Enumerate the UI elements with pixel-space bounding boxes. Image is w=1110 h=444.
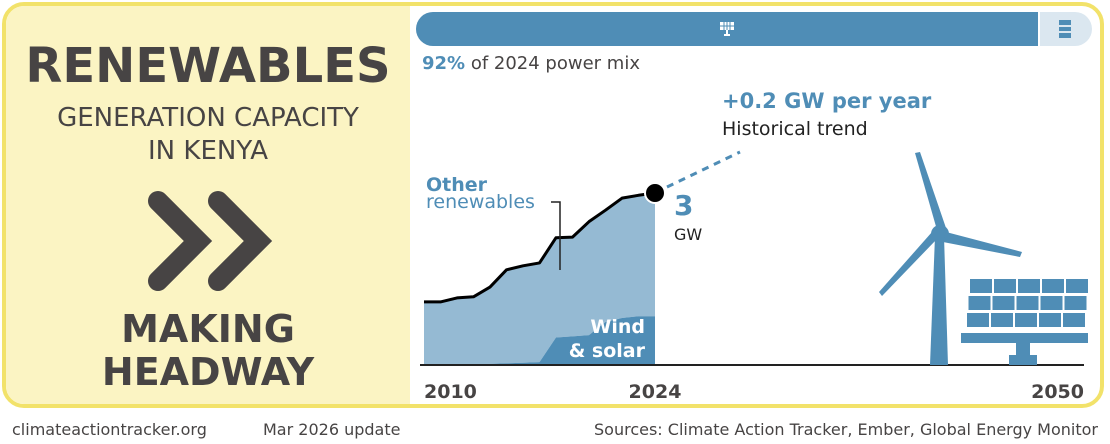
wind-turbine-icon [879, 152, 1022, 365]
power-mix-bar [416, 12, 1092, 46]
x-tick-label: 2050 [1031, 381, 1084, 403]
subtitle-line2: IN KENYA [148, 136, 268, 166]
website-link[interactable]: climateactiontracker.org [12, 420, 207, 439]
rating-label: MAKING HEADWAY [6, 308, 410, 394]
solar-panel-icon [961, 279, 1088, 365]
solar-cell [1066, 279, 1088, 293]
bar-separator [1037, 12, 1040, 46]
x-tick-label: 2010 [424, 381, 477, 403]
rating-line1: MAKING [121, 307, 295, 351]
solar-cell [1040, 296, 1063, 310]
renewable-share-value: 92% [422, 53, 466, 74]
solar-cell [1039, 313, 1061, 327]
wind-solar-label-2: & solar [569, 340, 646, 362]
solar-cell [994, 279, 1016, 293]
solar-cell [1018, 279, 1040, 293]
solar-cell [968, 296, 991, 310]
double-chevron-right-icon [148, 191, 273, 291]
solar-cell [970, 279, 992, 293]
solar-panel-icon [719, 22, 734, 36]
update-date: Mar 2026 update [263, 420, 401, 439]
solar-cell [1016, 296, 1039, 310]
other-renewables-label-1: Other [426, 174, 488, 196]
total-capacity-line [424, 191, 656, 304]
current-value-marker [644, 182, 666, 204]
rating-line2: HEADWAY [101, 350, 315, 394]
solar-cell [992, 296, 1015, 310]
current-value: 3 [674, 189, 693, 222]
power-mix-caption: 92% of 2024 power mix [422, 53, 640, 74]
x-tick-label: 2024 [629, 381, 682, 403]
solar-cell [1064, 296, 1087, 310]
trend-value: +0.2 GW per year [722, 89, 932, 113]
wind-solar-label-1: Wind [590, 316, 645, 338]
other-renewables-area [424, 193, 655, 365]
oil-barrel-icon [1058, 20, 1071, 38]
sources: Sources: Climate Action Tracker, Ember, … [594, 420, 1098, 439]
wind-solar-area [424, 316, 655, 365]
panel-title: RENEWABLES [25, 38, 391, 94]
panel-subtitle: GENERATION CAPACITY IN KENYA [6, 102, 410, 168]
solar-cell [1015, 313, 1037, 327]
solar-cell [1063, 313, 1085, 327]
other-renewables-leader [551, 201, 561, 270]
solar-cell [967, 313, 989, 327]
trend-projection-line [666, 150, 741, 189]
solar-cell [991, 313, 1013, 327]
trend-caption: Historical trend [722, 118, 868, 140]
current-unit: GW [674, 225, 702, 244]
subtitle-line1: GENERATION CAPACITY [57, 103, 359, 133]
infographic-card: RENEWABLES GENERATION CAPACITY IN KENYA … [2, 2, 1104, 408]
rating-panel: RENEWABLES GENERATION CAPACITY IN KENYA … [6, 6, 410, 404]
power-mix-suffix: of 2024 power mix [470, 53, 640, 74]
other-renewables-label-2: renewables [426, 191, 535, 213]
solar-cell [1042, 279, 1064, 293]
